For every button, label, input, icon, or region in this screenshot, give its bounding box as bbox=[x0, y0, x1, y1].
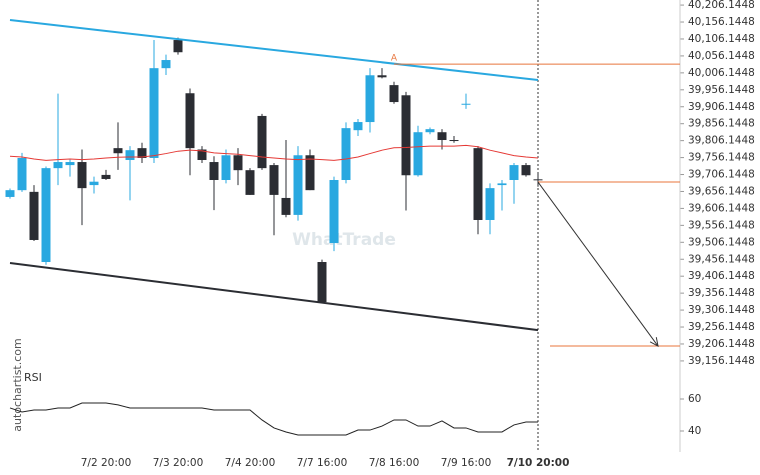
candle-body bbox=[5, 190, 15, 197]
rsi-tick-label: 60 bbox=[688, 393, 701, 405]
y-tick-label: 39,656.1448 bbox=[688, 185, 755, 197]
y-tick-label: 39,906.1448 bbox=[688, 101, 755, 113]
candle-body bbox=[113, 148, 123, 154]
y-tick-label: 39,606.1448 bbox=[688, 202, 755, 214]
candle-body bbox=[497, 183, 507, 186]
candle-body bbox=[29, 191, 39, 240]
candle-body bbox=[77, 162, 87, 189]
candle-body bbox=[317, 262, 327, 302]
y-tick-label: 39,706.1448 bbox=[688, 169, 755, 181]
candle-body bbox=[125, 150, 135, 161]
candle-body bbox=[269, 165, 279, 195]
candle-body bbox=[521, 165, 531, 176]
candle-body bbox=[281, 197, 291, 215]
y-tick-label: 39,256.1448 bbox=[688, 321, 755, 333]
y-tick-label: 39,356.1448 bbox=[688, 287, 755, 299]
y-tick-label: 39,306.1448 bbox=[688, 304, 755, 316]
candle-body bbox=[353, 122, 363, 131]
candle-body bbox=[149, 68, 159, 158]
candle-body bbox=[293, 155, 303, 215]
rsi-line bbox=[9, 402, 538, 436]
source-watermark: autochartist.com bbox=[11, 338, 24, 431]
candle-body bbox=[341, 128, 351, 180]
forecast-arrow bbox=[537, 181, 659, 347]
candle-body bbox=[485, 188, 495, 220]
candle-body bbox=[17, 157, 27, 191]
rsi-tick-label: 40 bbox=[688, 425, 701, 437]
y-tick-label: 39,806.1448 bbox=[688, 135, 755, 147]
channel-line bbox=[9, 262, 539, 332]
candle-body bbox=[185, 93, 195, 149]
candle-body bbox=[365, 75, 375, 123]
candle-body bbox=[197, 149, 207, 161]
y-tick-label: 39,756.1448 bbox=[688, 152, 755, 164]
candle-body bbox=[209, 162, 219, 180]
candle-body bbox=[449, 140, 459, 142]
y-tick-label: 40,106.1448 bbox=[688, 33, 755, 45]
candle-body bbox=[329, 179, 339, 244]
candle-body bbox=[53, 162, 63, 169]
annotation: A bbox=[391, 53, 398, 63]
y-tick-label: 40,006.1448 bbox=[688, 67, 755, 79]
candle-body bbox=[137, 148, 147, 158]
moving-average bbox=[9, 144, 539, 161]
y-tick-label: 39,206.1448 bbox=[688, 338, 755, 350]
watermark: WhatTrade bbox=[292, 230, 396, 250]
x-tick-label: 7/2 20:00 bbox=[81, 457, 132, 469]
x-tick-label: 7/4 20:00 bbox=[225, 457, 276, 469]
candle-body bbox=[257, 115, 267, 169]
y-tick-label: 39,956.1448 bbox=[688, 84, 755, 96]
y-tick-label: 39,556.1448 bbox=[688, 219, 755, 231]
candle-body bbox=[101, 174, 111, 179]
y-tick-label: 39,406.1448 bbox=[688, 270, 755, 282]
candle-body bbox=[425, 129, 435, 133]
candle-body bbox=[245, 170, 255, 195]
x-tick-label: 7/10 20:00 bbox=[507, 457, 570, 469]
y-tick-label: 39,456.1448 bbox=[688, 253, 755, 265]
x-tick-label: 7/8 16:00 bbox=[369, 457, 420, 469]
x-tick-label: 7/7 16:00 bbox=[297, 457, 348, 469]
y-tick-label: 39,156.1448 bbox=[688, 355, 755, 367]
arrow-head bbox=[649, 337, 659, 347]
candle-body bbox=[389, 85, 399, 103]
candle-body bbox=[89, 181, 99, 186]
candle-body bbox=[473, 148, 483, 220]
x-tick-label: 7/3 20:00 bbox=[153, 457, 204, 469]
candle-body bbox=[233, 155, 243, 171]
x-tick-label: 7/9 16:00 bbox=[441, 457, 492, 469]
y-tick-label: 40,056.1448 bbox=[688, 50, 755, 62]
candle-body bbox=[461, 103, 471, 105]
candle-body bbox=[173, 40, 183, 53]
rsi-label: RSI bbox=[24, 371, 42, 384]
candle-body bbox=[509, 165, 519, 180]
y-tick-label: 40,206.1448 bbox=[688, 0, 755, 11]
y-tick-label: 39,506.1448 bbox=[688, 236, 755, 248]
y-tick-label: 40,156.1448 bbox=[688, 16, 755, 28]
channel-line bbox=[9, 19, 539, 82]
candle-body bbox=[41, 168, 51, 263]
candle-body bbox=[305, 155, 315, 191]
candle-body bbox=[221, 155, 231, 180]
candle-body bbox=[377, 75, 387, 78]
candle-body bbox=[161, 60, 171, 69]
candle-body bbox=[437, 132, 447, 141]
candle-body bbox=[65, 162, 75, 166]
candle-body bbox=[413, 132, 423, 176]
y-tick-label: 39,856.1448 bbox=[688, 118, 755, 130]
candle-body bbox=[533, 179, 543, 181]
candle-body bbox=[401, 95, 411, 176]
